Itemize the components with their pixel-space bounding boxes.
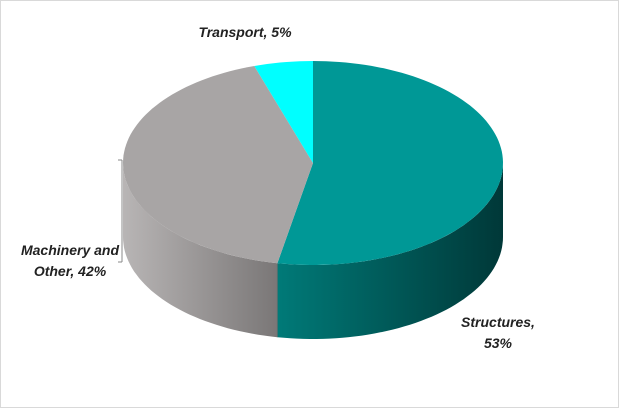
data-label: Transport, 5%	[198, 24, 292, 40]
data-label: Machinery and Other, 42%	[20, 242, 120, 279]
slice-side	[277, 163, 503, 339]
slice: Transport	[254, 61, 313, 163]
slice: Machinery and Other	[123, 66, 313, 264]
data-label: Structures, 53%	[461, 314, 535, 351]
slice: Structures	[277, 61, 503, 265]
slice-side	[123, 163, 278, 338]
